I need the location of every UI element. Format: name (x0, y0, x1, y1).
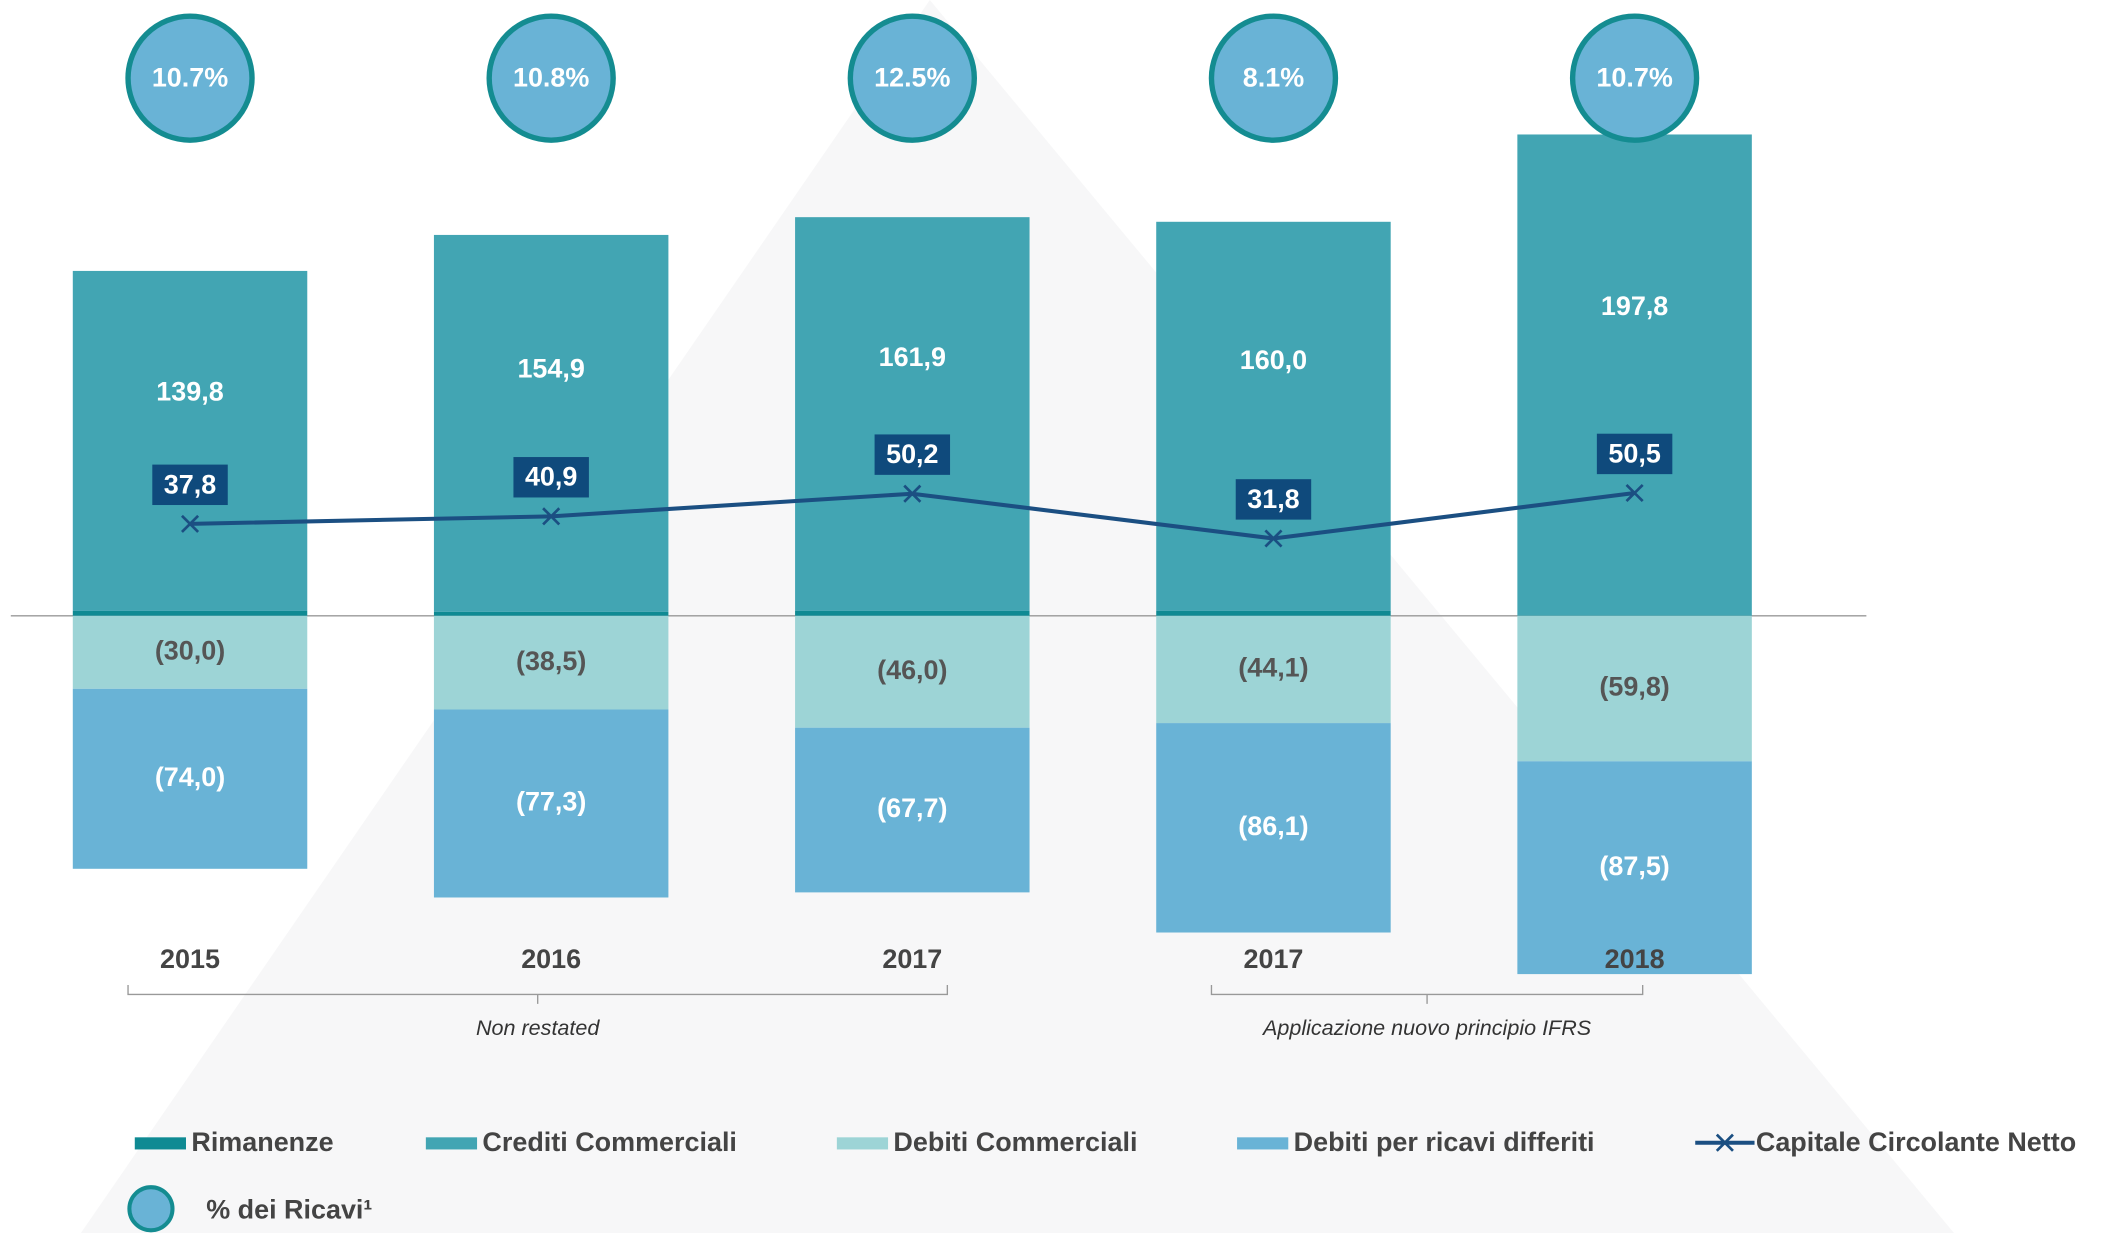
value-label: (38,5) (516, 646, 586, 676)
value-label: 50,5 (1608, 438, 1660, 468)
legend-swatch (836, 1137, 889, 1150)
bar-segment (72, 688, 308, 869)
percent-bubble (1569, 13, 1700, 143)
value-label: 154,9 (517, 354, 584, 384)
bar-segment (795, 217, 1030, 611)
line-marker (1625, 483, 1644, 503)
value-label: 40,9 (525, 462, 577, 492)
legend-swatch (134, 1137, 186, 1150)
value-label: (59,8) (1599, 672, 1669, 702)
x-tick-label: 2017 (882, 944, 942, 974)
value-label: 139,8 (156, 376, 223, 406)
value-label: (30,0) (155, 635, 225, 665)
legend-label: % dei Ricavi¹ (206, 1195, 372, 1225)
legend-swatch (1237, 1137, 1289, 1150)
value-label: 160,0 (1240, 345, 1307, 375)
bar-segment (1517, 134, 1752, 616)
value-label: 37,8 (164, 469, 216, 499)
bar-segment (433, 611, 669, 616)
value-label: (77,3) (516, 787, 586, 817)
bubble-label: 10.7% (1596, 63, 1672, 93)
bar-segment (1517, 615, 1752, 762)
legend-bubble (127, 1185, 175, 1233)
x-tick-label: 2016 (521, 944, 581, 974)
bar-segment (72, 270, 308, 611)
x-tick-label: 2015 (160, 944, 220, 974)
bar-segment (433, 615, 669, 710)
legend-marker (1715, 1133, 1734, 1152)
bubble-label: 8.1% (1243, 63, 1304, 93)
group-bracket (1210, 985, 1644, 1004)
legend-swatch (425, 1137, 478, 1150)
bar-segment (72, 615, 308, 689)
value-label: (86,1) (1238, 811, 1308, 841)
bubble-label: 10.7% (152, 63, 228, 93)
percent-bubble (1208, 13, 1339, 143)
value-label: (46,0) (877, 655, 947, 685)
value-label-box (152, 464, 228, 506)
value-label: 161,9 (879, 342, 946, 372)
value-label-box (513, 457, 589, 498)
value-label-box (1235, 479, 1312, 520)
legend-label: Rimanenze (191, 1127, 333, 1157)
legend-label: Capitale Circolante Netto (1756, 1127, 2076, 1157)
value-label: 50,2 (886, 439, 938, 469)
line-marker (180, 514, 200, 533)
bar-segment (795, 727, 1030, 893)
percent-bubble (486, 13, 616, 143)
bar-segment (795, 615, 1030, 728)
group-label: Applicazione nuovo principio IFRS (1261, 1015, 1592, 1040)
bar-segment (1156, 221, 1391, 611)
line-marker (542, 507, 561, 526)
bar-segment (1156, 723, 1391, 933)
bubble-label: 12.5% (874, 63, 950, 93)
line-marker (1264, 529, 1283, 548)
x-tick-label: 2018 (1605, 944, 1665, 974)
bar-segment (1517, 761, 1752, 975)
bar-segment (1156, 610, 1391, 616)
value-label-box (1596, 433, 1673, 475)
group-bracket (127, 985, 949, 1004)
bar-segment (1156, 615, 1391, 724)
legend-label: Debiti per ricavi differiti (1294, 1127, 1595, 1157)
value-label: 31,8 (1247, 484, 1299, 514)
value-label: 197,8 (1601, 291, 1668, 321)
x-tick-label: 2017 (1243, 944, 1303, 974)
percent-bubble (847, 13, 977, 143)
value-label: (74,0) (155, 762, 225, 792)
value-label-box (874, 434, 951, 475)
line-marker (903, 484, 922, 503)
value-label: (44,1) (1238, 653, 1308, 683)
bar-segment (433, 709, 669, 898)
bar-segment (795, 610, 1030, 616)
value-label: (87,5) (1599, 851, 1669, 881)
legend-label: Crediti Commerciali (482, 1127, 737, 1157)
bar-segment (433, 234, 669, 612)
bubble-label: 10.8% (513, 63, 589, 93)
bar-segment (72, 610, 308, 616)
percent-bubble (125, 13, 255, 143)
group-label: Non restated (476, 1015, 600, 1040)
legend-label: Debiti Commerciali (893, 1127, 1137, 1157)
value-label: (67,7) (877, 793, 947, 823)
